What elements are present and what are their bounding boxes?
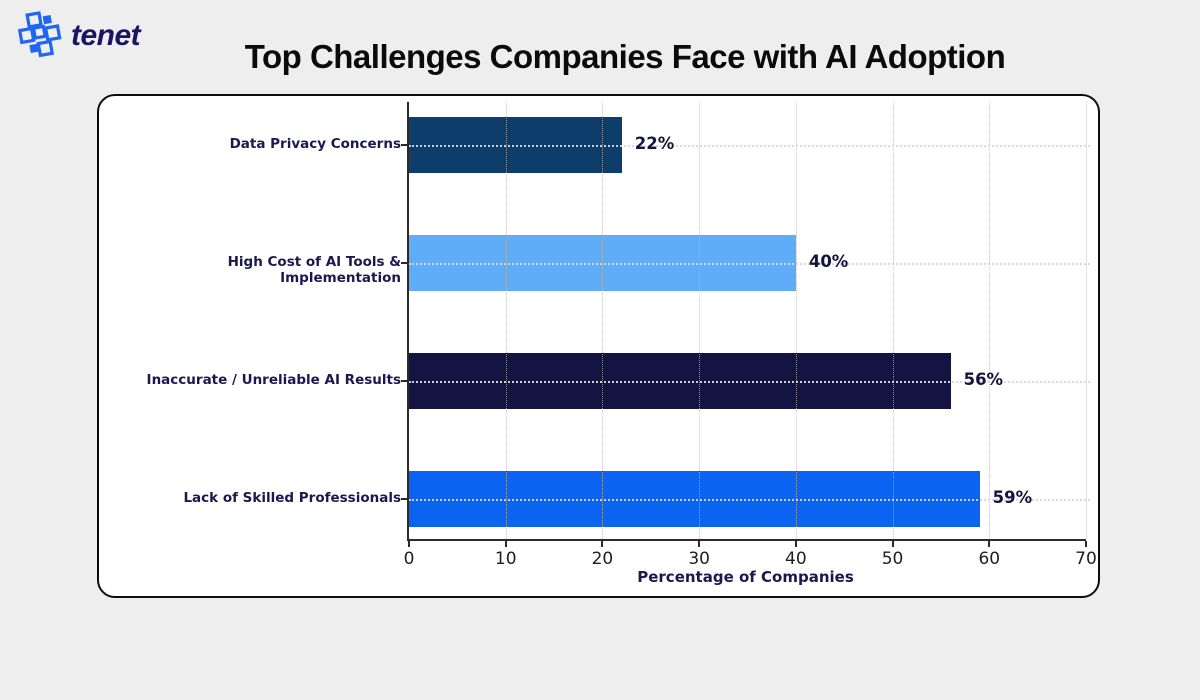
x-tick-label: 0 xyxy=(403,549,415,569)
value-label: 40% xyxy=(808,252,849,271)
x-tick-mark xyxy=(988,541,991,547)
value-label: 59% xyxy=(992,488,1033,507)
x-gridline xyxy=(505,102,507,539)
category-label: Inaccurate / Unreliable AI Results xyxy=(146,372,401,388)
y-gridline xyxy=(409,381,1090,383)
x-gridline xyxy=(1086,102,1087,539)
x-axis-title: Percentage of Companies xyxy=(637,568,854,586)
page-title: Top Challenges Companies Face with AI Ad… xyxy=(244,38,1006,75)
x-tick-mark xyxy=(698,541,701,547)
x-tick-label: 50 xyxy=(881,549,904,569)
x-tick-mark xyxy=(891,541,894,547)
x-gridline xyxy=(989,102,991,539)
x-tick-label: 60 xyxy=(978,549,1001,569)
x-tick-label: 30 xyxy=(688,549,710,569)
x-tick-label: 20 xyxy=(591,549,614,569)
category-label: Data Privacy Concerns xyxy=(229,136,401,152)
y-tick-mark xyxy=(401,380,407,382)
value-label: 22% xyxy=(634,134,675,153)
x-tick-mark xyxy=(794,541,797,547)
plot-area: 0 10 20 30 40 50 60 70 Data Privacy Concerns 22% H… xyxy=(147,102,1097,569)
x-tick-mark xyxy=(1085,541,1087,547)
category-label: High Cost of AI Tools & Implementation xyxy=(227,254,401,286)
tenet-pixel-cross-icon xyxy=(18,11,62,58)
x-gridline xyxy=(699,102,701,539)
x-tick-mark xyxy=(408,541,410,547)
y-gridline xyxy=(409,263,1090,265)
value-label: 56% xyxy=(963,370,1004,389)
tenet-logo: tenet xyxy=(18,10,141,62)
y-gridline xyxy=(409,145,1090,147)
x-tick-label: 10 xyxy=(494,549,517,569)
y-tick-mark xyxy=(401,262,407,264)
x-gridline xyxy=(602,102,604,539)
x-gridline xyxy=(795,102,797,539)
x-tick-label: 40 xyxy=(785,549,807,569)
logo-wordmark: tenet xyxy=(71,19,141,52)
x-tick-label: 70 xyxy=(1075,549,1097,569)
x-tick-mark xyxy=(601,541,604,547)
y-gridline xyxy=(409,499,1090,501)
y-tick-mark xyxy=(401,498,407,500)
y-tick-mark xyxy=(401,144,407,146)
chart-card: 0 10 20 30 40 50 60 70 Data Privacy Concerns 22% H… xyxy=(97,94,1100,598)
x-gridline xyxy=(892,102,894,539)
category-label: Lack of Skilled Professionals xyxy=(183,490,401,506)
x-tick-mark xyxy=(504,541,507,547)
